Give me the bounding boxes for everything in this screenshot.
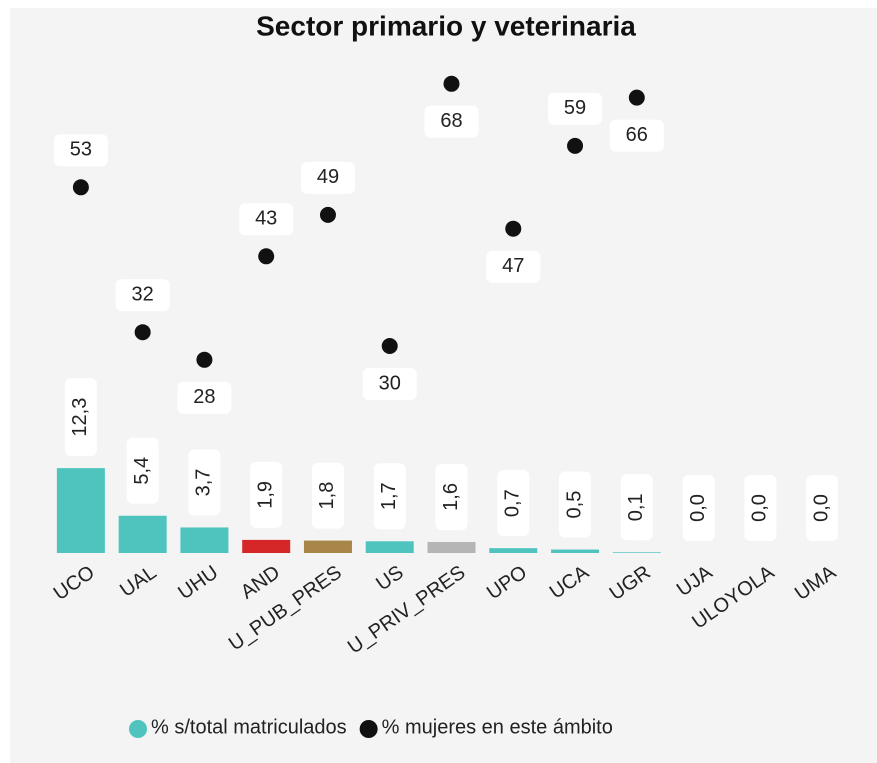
dot-label: 28 bbox=[193, 386, 215, 408]
bar-label: 0,1 bbox=[625, 493, 647, 521]
dot-label: 43 bbox=[255, 208, 277, 230]
bar bbox=[612, 552, 661, 553]
bar-label: 0,0 bbox=[749, 494, 771, 522]
label-box bbox=[806, 475, 839, 541]
dot-label: 66 bbox=[626, 124, 648, 146]
label-box bbox=[53, 134, 108, 167]
dot bbox=[258, 248, 275, 265]
label-box bbox=[682, 475, 715, 541]
bar-label: 5,4 bbox=[131, 457, 153, 485]
label-box bbox=[64, 378, 97, 457]
bar bbox=[551, 549, 600, 553]
bar bbox=[118, 515, 167, 553]
dot-label: 30 bbox=[379, 372, 401, 394]
label-box bbox=[115, 279, 170, 312]
dot bbox=[134, 324, 151, 341]
label-box bbox=[609, 119, 664, 152]
bar-label: 0,0 bbox=[687, 494, 709, 522]
label-box bbox=[239, 203, 294, 236]
label-box bbox=[126, 437, 159, 504]
dot-label: 68 bbox=[440, 110, 462, 132]
bar-label: 1,6 bbox=[440, 483, 462, 511]
dot bbox=[628, 89, 645, 106]
dot bbox=[505, 220, 522, 237]
label-box bbox=[311, 462, 344, 529]
legend-marker bbox=[129, 720, 147, 738]
label-box bbox=[548, 92, 603, 125]
dot bbox=[319, 206, 336, 223]
label-box bbox=[559, 471, 592, 538]
label-box bbox=[188, 449, 221, 516]
bar-label: 3,7 bbox=[193, 469, 215, 497]
bar bbox=[365, 541, 414, 553]
label-box bbox=[497, 470, 530, 537]
dot-label: 53 bbox=[70, 139, 92, 161]
label-box bbox=[300, 161, 355, 194]
dot-label: 49 bbox=[317, 166, 339, 188]
bar-label: 0,7 bbox=[502, 489, 524, 517]
legend-label: % mujeres en este ámbito bbox=[382, 716, 613, 738]
bar bbox=[242, 539, 291, 553]
label-box bbox=[486, 250, 541, 283]
bar bbox=[427, 541, 476, 553]
dot-label: 59 bbox=[564, 97, 586, 119]
bar-label: 1,9 bbox=[254, 481, 276, 509]
bar-label: 1,8 bbox=[316, 482, 338, 510]
bar bbox=[303, 540, 352, 553]
bar-label: 12,3 bbox=[69, 398, 91, 437]
dot bbox=[381, 338, 398, 354]
dot bbox=[443, 75, 460, 92]
dot bbox=[72, 179, 89, 196]
label-box bbox=[744, 475, 777, 541]
label-box bbox=[620, 474, 653, 541]
bar bbox=[489, 548, 538, 553]
legend-marker bbox=[359, 720, 378, 738]
label-box bbox=[250, 461, 283, 528]
label-box bbox=[435, 463, 468, 530]
bar-label: 0,0 bbox=[810, 494, 832, 522]
bar bbox=[180, 527, 229, 553]
bar bbox=[56, 468, 105, 553]
bar-label: 1,7 bbox=[378, 482, 400, 510]
dot-label: 47 bbox=[502, 255, 524, 277]
chart-title: Sector primario y veterinaria bbox=[256, 10, 636, 41]
dot bbox=[567, 137, 584, 154]
label-box bbox=[424, 105, 479, 138]
legend-label: % s/total matriculados bbox=[151, 716, 347, 738]
label-box bbox=[373, 463, 406, 530]
dot-label: 32 bbox=[132, 283, 154, 305]
bar-label: 0,5 bbox=[563, 491, 585, 519]
label-box bbox=[177, 381, 232, 414]
label-box bbox=[362, 368, 417, 400]
dot bbox=[196, 351, 213, 368]
